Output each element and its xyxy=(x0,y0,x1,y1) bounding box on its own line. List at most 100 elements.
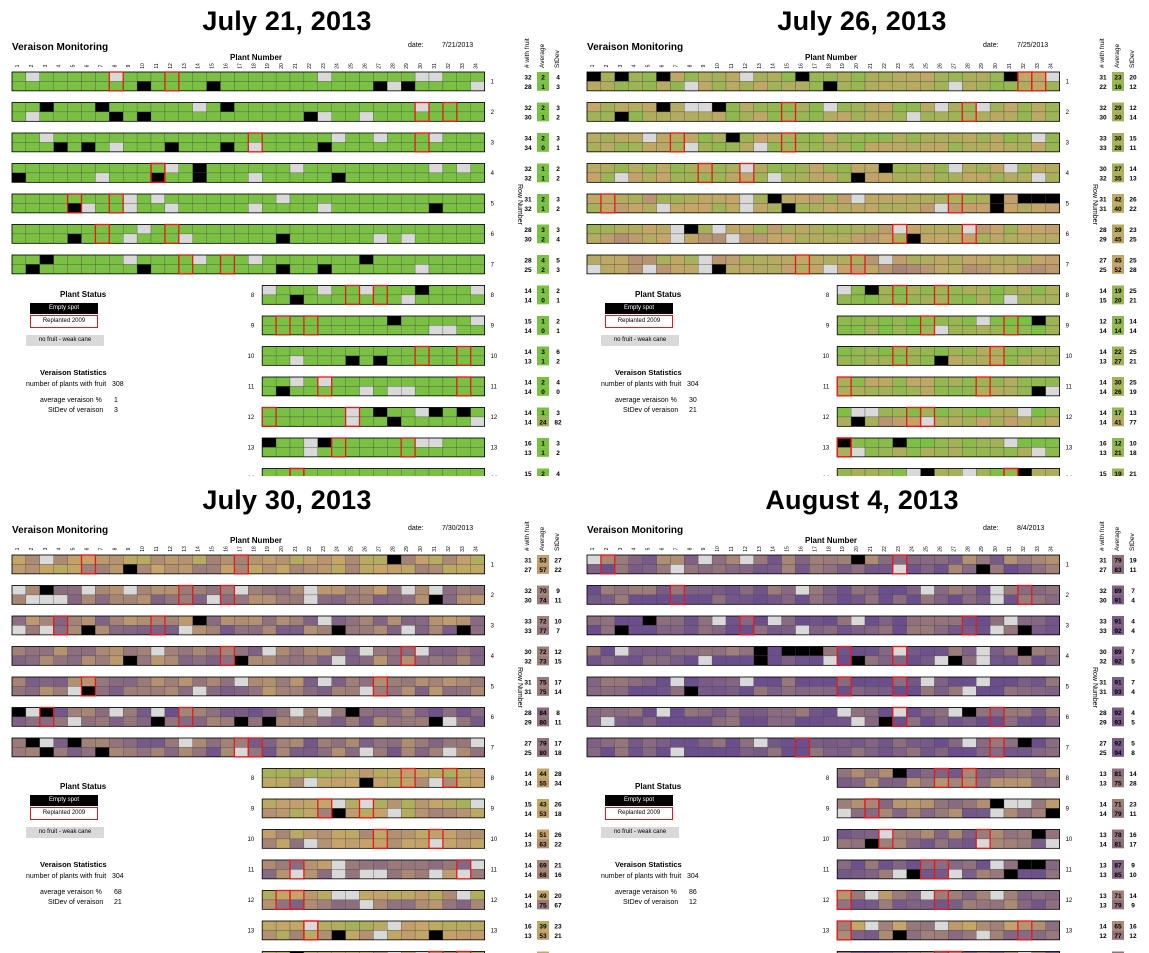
heatmap-cell xyxy=(11,111,27,122)
heatmap-cell xyxy=(401,224,416,235)
date-value: 7/25/2013 xyxy=(1017,42,1049,49)
heatmap-cell xyxy=(989,102,1005,113)
plant-number-tick: 7 xyxy=(673,64,679,67)
heatmap-cell xyxy=(234,747,249,757)
heatmap-cell xyxy=(220,142,235,152)
heatmap-cell xyxy=(962,355,977,366)
heatmap-cell xyxy=(725,585,741,596)
heatmap-cell xyxy=(11,102,27,113)
row-number-right: 5 xyxy=(1066,684,1070,690)
heatmap-cell xyxy=(95,585,110,596)
heatmap-cell xyxy=(850,81,866,91)
average-swatch xyxy=(1112,616,1124,626)
row-stat-value: 44 xyxy=(539,771,547,778)
heatmap-cell xyxy=(317,468,332,476)
heatmap-cell xyxy=(684,747,699,757)
heatmap-cell xyxy=(470,81,485,91)
heatmap-cell xyxy=(725,81,741,91)
heatmap-cell xyxy=(753,676,768,687)
row-stat-value: 16 xyxy=(524,440,532,447)
heatmap-cell xyxy=(442,224,457,235)
heatmap-cell xyxy=(628,655,643,666)
heatmap-cell xyxy=(1045,798,1060,809)
heatmap-cell xyxy=(220,737,235,748)
heatmap-cell xyxy=(656,615,671,626)
heatmap-cell xyxy=(1017,346,1032,357)
average-swatch xyxy=(1112,646,1124,656)
heatmap-cell xyxy=(414,707,430,718)
heatmap-cell xyxy=(109,686,124,696)
heatmap-cell xyxy=(1003,615,1019,626)
plant-number-tick: 23 xyxy=(321,546,327,552)
heatmap-cell xyxy=(976,376,991,387)
heatmap-cell xyxy=(934,716,949,727)
row-number-right: 6 xyxy=(1066,715,1070,721)
heatmap-cell xyxy=(331,386,346,396)
average-swatch xyxy=(1112,316,1124,326)
heatmap-cell xyxy=(864,768,880,779)
average-swatch xyxy=(1112,899,1124,910)
average-swatch xyxy=(537,438,549,448)
heatmap-cell xyxy=(753,646,768,657)
row-stat-value: 31 xyxy=(524,679,532,686)
heatmap-cell xyxy=(906,102,921,113)
average-swatch xyxy=(537,625,549,635)
heatmap-cell xyxy=(1003,294,1019,305)
heatmap-cell xyxy=(373,81,388,91)
heatmap-cell xyxy=(414,686,430,696)
heatmap-cell xyxy=(275,899,291,910)
heatmap-cell xyxy=(892,594,907,605)
heatmap-cell xyxy=(850,564,866,574)
heatmap-cell xyxy=(1003,859,1019,870)
row-frame xyxy=(836,407,1061,427)
row-stat-value: 19 xyxy=(1114,471,1122,476)
heatmap-cell xyxy=(150,737,166,748)
row-number-right: 11 xyxy=(1066,867,1073,873)
heatmap-cell xyxy=(962,437,977,448)
row-stat-value: 14 xyxy=(524,410,532,417)
row-stat-value: 26 xyxy=(1129,196,1137,203)
heatmap-cell xyxy=(262,294,277,305)
heatmap-cell xyxy=(600,193,615,204)
heatmap-cell xyxy=(289,808,305,818)
heatmap-cell xyxy=(962,71,977,82)
heatmap-cell xyxy=(206,564,221,574)
stats-avg-value: 86 xyxy=(689,889,697,896)
heatmap-cell xyxy=(164,254,179,265)
heatmap-cell xyxy=(781,554,796,565)
heatmap-cell xyxy=(1003,416,1019,427)
heatmap-cell xyxy=(387,646,402,657)
heatmap-cell xyxy=(345,416,360,427)
heatmap-cell xyxy=(11,203,27,213)
row-frame xyxy=(836,346,1061,366)
sheet-title: Veraison Monitoring xyxy=(587,525,684,536)
heatmap-cell xyxy=(586,81,602,91)
heatmap-cell xyxy=(428,625,444,635)
heatmap-cell xyxy=(109,716,124,727)
heatmap-cell xyxy=(401,102,416,113)
heatmap-cell xyxy=(614,564,629,574)
heatmap-cell xyxy=(262,798,277,809)
heatmap-cell xyxy=(123,71,138,82)
heatmap-cell xyxy=(275,315,291,326)
heatmap-cell xyxy=(906,594,921,605)
heatmap-cell xyxy=(178,564,193,574)
heatmap-cell xyxy=(275,625,291,635)
heatmap-cell xyxy=(684,224,699,235)
heatmap-cell xyxy=(359,111,374,122)
heatmap-cell xyxy=(948,285,963,296)
heatmap-cell xyxy=(767,686,782,696)
heatmap-svg: 1 2 3 4 5 6 7 8 9 10 11 12 13 14 15 16 17 18 19 20 21 22 23 24 2… xyxy=(11,521,562,953)
row-stat-value: 27 xyxy=(1099,257,1107,264)
heatmap-cell xyxy=(711,707,727,718)
heatmap-cell xyxy=(892,838,907,849)
row-frame xyxy=(586,585,1061,605)
heatmap-cell xyxy=(864,707,880,718)
heatmap-cell xyxy=(456,838,471,849)
heatmap-cell xyxy=(864,808,880,818)
heatmap-cell xyxy=(642,81,657,91)
heatmap-cell xyxy=(289,142,305,152)
heatmap-cell xyxy=(289,447,305,457)
heatmap-cell xyxy=(456,437,471,448)
heatmap-cell xyxy=(303,554,318,565)
